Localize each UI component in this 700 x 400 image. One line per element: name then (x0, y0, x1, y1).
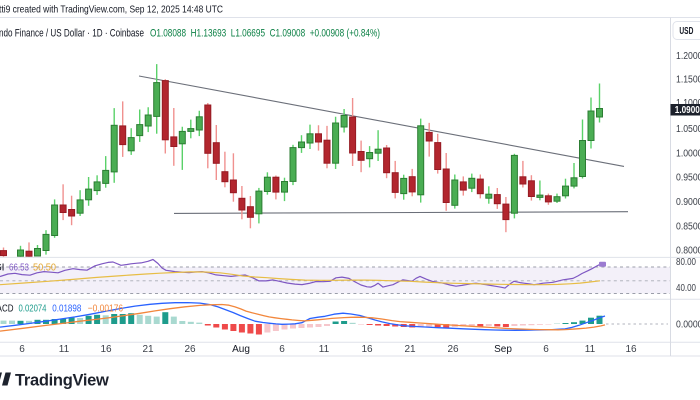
svg-text:1.0500: 1.0500 (676, 124, 700, 135)
svg-text:6: 6 (279, 344, 285, 355)
svg-text:USD: USD (679, 26, 693, 37)
svg-text:11: 11 (319, 344, 330, 355)
svg-text:TradingView: TradingView (15, 372, 109, 390)
svg-text:16: 16 (625, 344, 637, 355)
svg-text:0.8000: 0.8000 (676, 246, 700, 257)
svg-text:21: 21 (404, 344, 416, 355)
svg-text:1.1000: 1.1000 (676, 98, 700, 109)
svg-text:MACD: MACD (0, 304, 14, 315)
svg-text:40.00: 40.00 (676, 283, 696, 294)
svg-text:Sep: Sep (494, 344, 512, 355)
svg-text:26: 26 (184, 344, 196, 355)
svg-text:0.01898: 0.01898 (52, 304, 81, 315)
svg-text:Aug: Aug (232, 344, 250, 355)
svg-text:66.53: 66.53 (9, 262, 29, 273)
svg-text:16: 16 (361, 344, 373, 355)
svg-text:16: 16 (100, 344, 112, 355)
svg-text:6: 6 (543, 344, 549, 355)
svg-text:ndo Finance / US Dollar · 1D ·: ndo Finance / US Dollar · 1D · Coinbase (0, 28, 144, 40)
svg-text:21: 21 (142, 344, 154, 355)
svg-text:1.0900: 1.0900 (675, 105, 700, 116)
svg-text:11: 11 (585, 344, 596, 355)
svg-text:50.50: 50.50 (33, 262, 56, 273)
svg-text:O1.08088 H1.13693 L1.06695: O1.08088 H1.13693 L1.06695 C1.09008 +0.0… (150, 28, 380, 40)
svg-text:1.2000: 1.2000 (676, 51, 700, 62)
svg-text:6: 6 (19, 344, 25, 355)
svg-text:26: 26 (447, 344, 459, 355)
svg-text:1.1500: 1.1500 (676, 75, 700, 86)
svg-text:0.02074: 0.02074 (19, 304, 47, 315)
svg-text:11: 11 (59, 344, 70, 355)
svg-text:80.00: 80.00 (676, 257, 696, 268)
svg-text:−0.00176: −0.00176 (88, 304, 124, 315)
svg-text:RSI: RSI (0, 262, 5, 273)
svg-text:tti9 created with TradingView.: tti9 created with TradingView.com, Sep 1… (0, 4, 223, 16)
